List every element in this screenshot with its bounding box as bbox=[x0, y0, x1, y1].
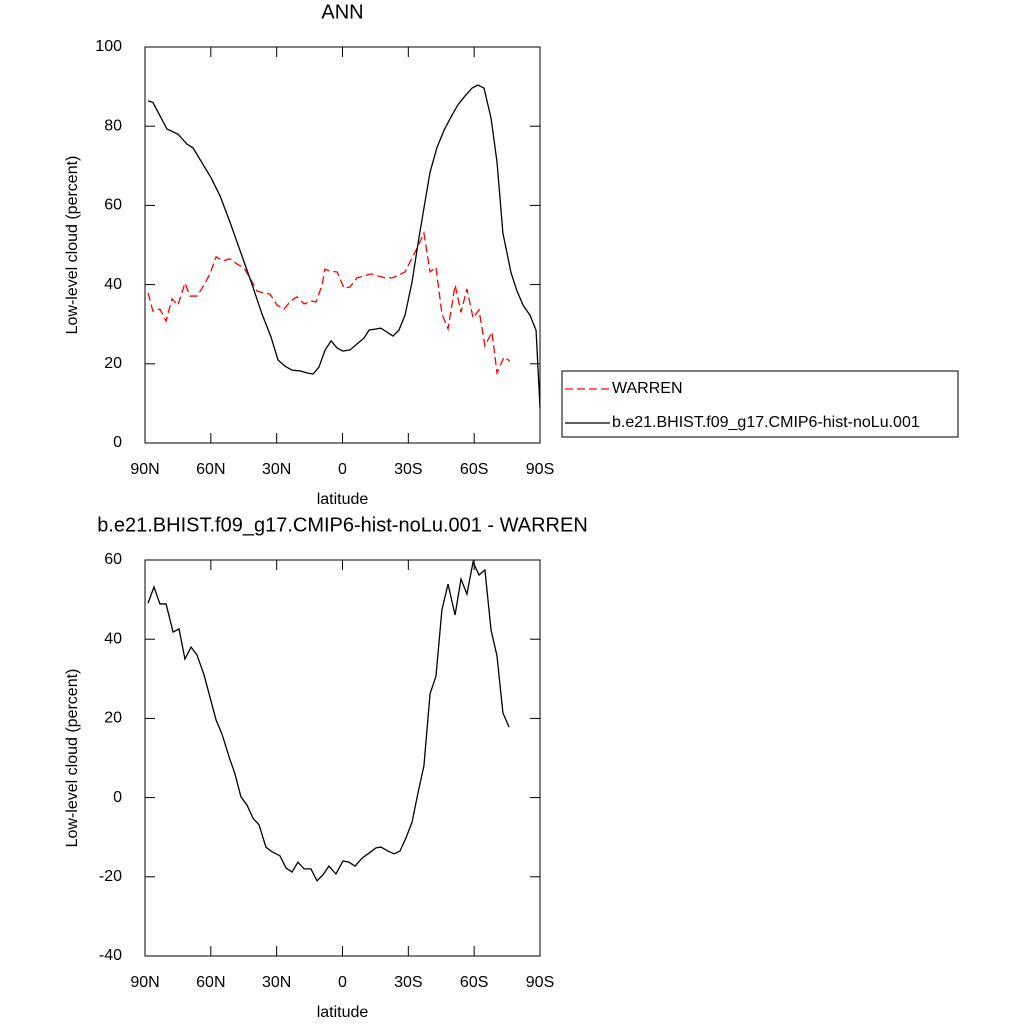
data-line bbox=[147, 230, 511, 376]
y-tick-label: -40 bbox=[99, 947, 122, 964]
plot-frame bbox=[144, 559, 541, 957]
y-tick-label: 80 bbox=[104, 117, 122, 134]
chart-title: ANN bbox=[321, 1, 363, 23]
chart-title: b.e21.BHIST.f09_g17.CMIP6-hist-noLu.001 … bbox=[97, 514, 588, 536]
y-tick-label: 40 bbox=[104, 630, 122, 647]
y-tick-label: 20 bbox=[104, 355, 122, 372]
y-tick-label: 0 bbox=[113, 789, 122, 806]
y-tick-label: 100 bbox=[95, 38, 122, 55]
x-tick-label: 30N bbox=[262, 974, 291, 991]
y-tick-label: 20 bbox=[104, 710, 122, 727]
x-tick-label: 90N bbox=[130, 461, 159, 478]
x-tick-label: 90S bbox=[526, 974, 554, 991]
x-tick-label: 60N bbox=[196, 461, 225, 478]
x-tick-label: 0 bbox=[338, 461, 347, 478]
y-axis-label: Low-level cloud (percent) bbox=[64, 156, 81, 335]
y-tick-label: 40 bbox=[104, 276, 122, 293]
x-tick-label: 60S bbox=[460, 974, 488, 991]
y-tick-label: -20 bbox=[99, 868, 122, 885]
x-tick-label: 30S bbox=[394, 974, 422, 991]
x-tick-label: 30S bbox=[394, 461, 422, 478]
x-axis-label: latitude bbox=[317, 491, 369, 508]
x-tick-label: 90S bbox=[526, 461, 554, 478]
x-axis-label: latitude bbox=[317, 1004, 369, 1021]
data-line bbox=[147, 559, 510, 882]
data-line bbox=[147, 84, 541, 408]
x-tick-label: 0 bbox=[338, 974, 347, 991]
y-tick-label: 60 bbox=[104, 551, 122, 568]
y-tick-label: 60 bbox=[104, 197, 122, 214]
x-tick-label: 30N bbox=[262, 461, 291, 478]
y-axis-label: Low-level cloud (percent) bbox=[64, 669, 81, 848]
x-tick-label: 60S bbox=[460, 461, 488, 478]
plot: ANN latitude Low-level cloud (percent) 0 20 4… bbox=[64, 1, 959, 508]
y-tick-label: 0 bbox=[113, 434, 122, 451]
legend-label: WARREN bbox=[612, 380, 683, 397]
legend-label: b.e21.BHIST.f09_g17.CMIP6-hist-noLu.001 bbox=[612, 414, 920, 431]
x-tick-label: 60N bbox=[196, 974, 225, 991]
plot: b.e21.BHIST.f09_g17.CMIP6-hist-noLu.001 … bbox=[64, 514, 588, 1021]
legend: WARREN b.e21.BHIST.f09_g17.CMIP6-hist-noL… bbox=[561, 370, 959, 438]
x-tick-label: 90N bbox=[130, 974, 159, 991]
legend-box bbox=[561, 370, 959, 438]
plot-frame bbox=[144, 46, 541, 444]
